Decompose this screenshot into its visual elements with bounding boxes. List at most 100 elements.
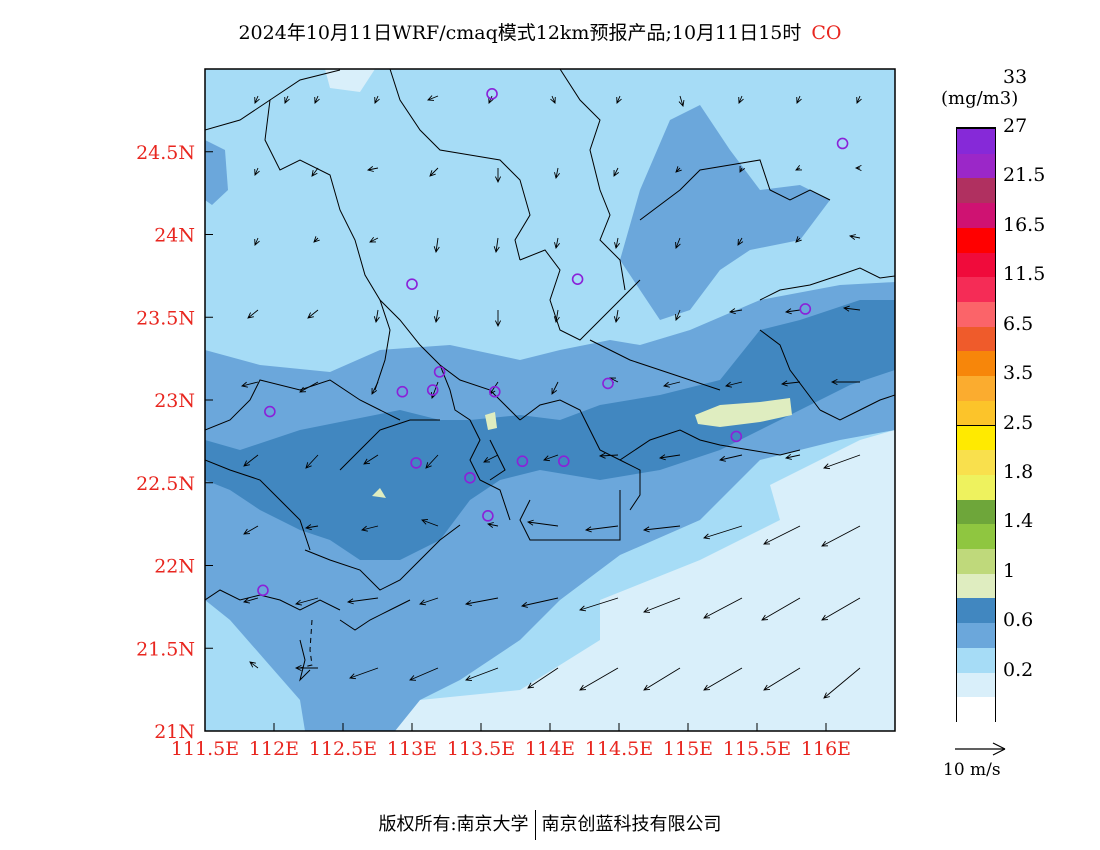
wind-arrow: [761, 597, 801, 621]
title-species: CO: [811, 22, 842, 44]
wind-arrow: [371, 381, 379, 395]
legend-swatch: [957, 622, 995, 648]
station-marker: [730, 430, 743, 443]
legend-swatch: [957, 300, 995, 327]
wind-arrow: [675, 237, 681, 249]
wind-arrow: [249, 661, 259, 669]
wind-arrow: [856, 95, 862, 104]
station-marker: [799, 303, 812, 315]
wind-arrow: [243, 454, 259, 467]
lon-tick-label: 113E: [387, 738, 437, 760]
wind-arrow: [643, 597, 681, 613]
field-mid-north: [620, 105, 830, 320]
wind-arrow: [284, 95, 290, 104]
lon-tick-label: 114E: [525, 738, 575, 760]
legend-label: 6.5: [1003, 312, 1034, 335]
wind-arrow: [427, 95, 439, 101]
wind-arrow: [795, 236, 802, 243]
legend-swatch: [957, 548, 995, 574]
wind-arrow: [465, 667, 499, 681]
wind-arrow: [247, 309, 259, 319]
legend-label: 21.5: [1003, 164, 1046, 187]
station-marker: [488, 385, 501, 398]
lon-tick-label: 111.5E: [171, 738, 239, 760]
lon-tick-label: 112.5E: [309, 738, 377, 760]
legend-swatch: [957, 424, 995, 451]
wind-arrow: [433, 237, 440, 254]
wind-arrow: [369, 236, 379, 243]
wind-arrow: [823, 667, 861, 699]
boundaries: [205, 69, 895, 682]
field-peak-center: [485, 412, 497, 430]
wind-arrow: [307, 309, 319, 319]
wind-arrow: [598, 452, 619, 459]
lon-tick-label: 115.5E: [723, 738, 791, 760]
wind-arrow: [374, 95, 380, 104]
legend-swatch: [957, 646, 995, 673]
lon-tick-label: 116E: [801, 738, 851, 760]
wind-arrow: [796, 95, 802, 104]
wind-arrow: [823, 454, 861, 470]
legend-swatch: [957, 251, 995, 278]
wind-arrow: [409, 667, 439, 681]
field-sea-low: [395, 430, 895, 731]
wind-arrow: [243, 525, 259, 535]
wind-arrow: [739, 165, 746, 173]
field-mid-northwest: [205, 140, 228, 205]
legend-swatch: [957, 350, 995, 377]
wind-arrow: [240, 381, 259, 388]
wind-arrow: [360, 525, 379, 532]
wind-arrow: [675, 166, 682, 173]
station-marker: [602, 377, 614, 390]
lat-tick-label: 21N: [154, 721, 195, 743]
legend-unit: (mg/m3): [941, 88, 1019, 109]
wind-arrow: [780, 380, 801, 387]
legend-swatch: [957, 572, 995, 599]
wind-arrow: [842, 305, 861, 312]
lon-tick-label: 113.5E: [447, 738, 515, 760]
station-marker: [836, 137, 849, 150]
copyright-footer: 版权所有:南京大学 南京创蓝科技有限公司: [0, 810, 1100, 840]
lat-tick-label: 23.5N: [136, 307, 195, 329]
wind-arrow: [550, 95, 556, 104]
lat-tick-label: 22.5N: [136, 473, 195, 495]
legend-swatch: [957, 177, 995, 204]
wind-arrow: [313, 236, 320, 243]
station-marker: [433, 366, 446, 378]
wind-arrow: [643, 667, 681, 691]
legend-label: 2.5: [1003, 411, 1034, 434]
wind-arrow: [464, 597, 499, 607]
wind-arrow: [675, 309, 681, 321]
wind-arrow: [784, 453, 801, 460]
legend-swatch: [957, 325, 995, 352]
wind-arrow: [421, 519, 439, 527]
legend-swatch: [957, 597, 995, 624]
lat-tick-label: 24N: [154, 225, 195, 247]
wind-arrow: [366, 166, 379, 172]
legend-swatch: [957, 473, 995, 500]
wind-arrow: [830, 378, 860, 386]
wind-arrow: [543, 454, 559, 462]
wind-arrow: [419, 597, 439, 606]
wind-arrow: [703, 597, 743, 619]
lon-tick-label: 115E: [663, 738, 713, 760]
wind-arrow: [243, 597, 259, 604]
wind-arrow: [658, 454, 681, 461]
legend-swatch: [957, 671, 995, 698]
legend-swatch: [957, 375, 995, 401]
wind-arrow: [433, 309, 440, 324]
footer-separator: [534, 810, 536, 840]
wind-arrow: [642, 525, 681, 533]
wind-arrow: [584, 525, 619, 533]
lat-tick-label: 21.5N: [136, 638, 195, 660]
station-marker: [406, 278, 418, 290]
legend-swatch: [957, 226, 995, 253]
wind-arrow: [254, 95, 260, 104]
legend-swatch: [957, 202, 995, 228]
wind-arrow: [738, 95, 744, 104]
wind-scale-label: 10 m/s: [943, 760, 1001, 780]
station-marker: [410, 457, 422, 469]
wind-arrow: [527, 667, 559, 689]
wind-arrow: [703, 667, 743, 691]
